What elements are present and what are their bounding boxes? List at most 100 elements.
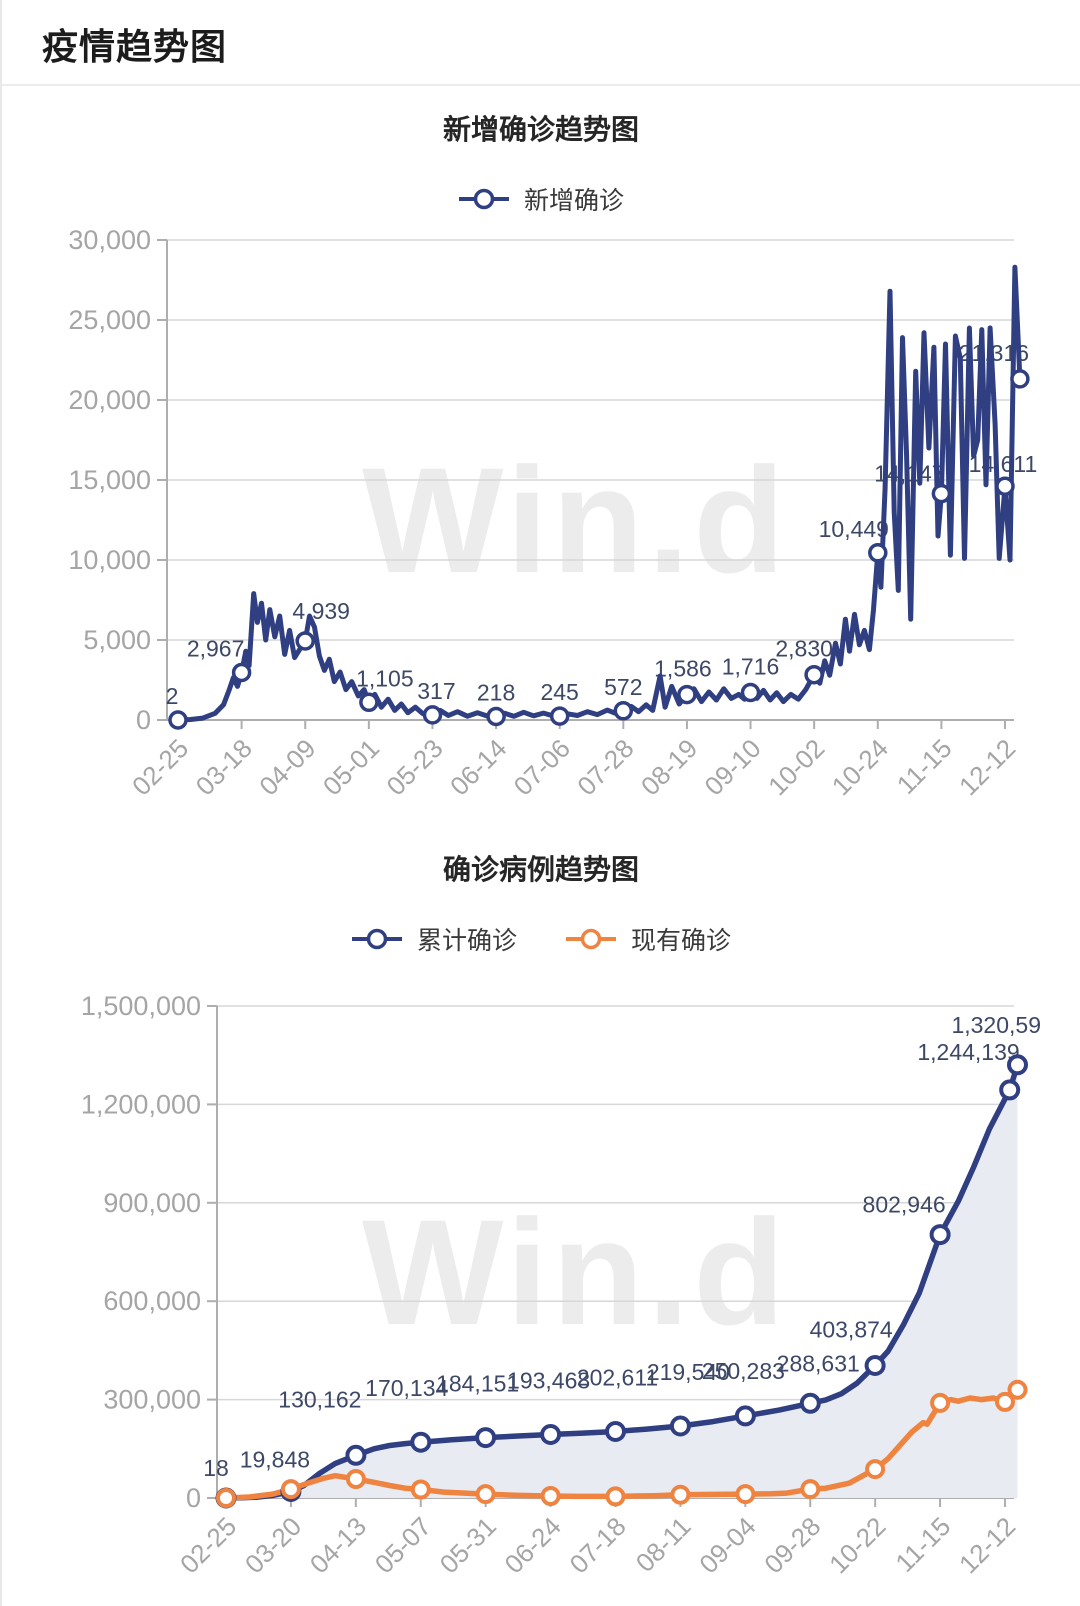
data-point-marker[interactable] bbox=[605, 1486, 626, 1507]
svg-text:10-22: 10-22 bbox=[823, 1511, 891, 1579]
data-point-marker[interactable] bbox=[931, 483, 952, 504]
svg-text:5,000: 5,000 bbox=[83, 625, 151, 655]
data-point-marker[interactable] bbox=[999, 1079, 1021, 1101]
svg-text:1,200,000: 1,200,000 bbox=[81, 1089, 201, 1119]
legend-item-new-confirmed[interactable]: 新增确诊 bbox=[458, 181, 624, 217]
data-point-marker[interactable] bbox=[1007, 1379, 1028, 1400]
svg-text:05-31: 05-31 bbox=[434, 1511, 502, 1579]
data-point-marker[interactable] bbox=[345, 1469, 366, 1489]
data-point-marker[interactable] bbox=[804, 664, 824, 685]
svg-text:08-11: 08-11 bbox=[630, 1511, 697, 1578]
chart-section-confirmed-cases: 确诊病例趋势图 累计确诊 现有确诊 bbox=[2, 826, 1080, 1592]
data-point-marker[interactable] bbox=[410, 1479, 431, 1500]
y-axis-tick-labels: 0 300,000 600,000 900,000 1,200,000 1,500,000 bbox=[81, 991, 201, 1513]
svg-text:600,000: 600,000 bbox=[103, 1286, 201, 1316]
data-point-marker[interactable] bbox=[799, 1392, 821, 1414]
svg-text:317: 317 bbox=[417, 678, 455, 704]
watermark: Win.d bbox=[362, 1188, 785, 1356]
svg-text:1,320,59: 1,320,59 bbox=[951, 1012, 1041, 1038]
data-point-marker[interactable] bbox=[486, 706, 506, 727]
data-point-marker[interactable] bbox=[930, 1392, 951, 1413]
svg-text:300,000: 300,000 bbox=[103, 1385, 201, 1415]
svg-text:2,830: 2,830 bbox=[775, 636, 833, 662]
data-point-marker[interactable] bbox=[735, 1484, 756, 1505]
data-point-marker[interactable] bbox=[475, 1427, 497, 1449]
data-point-marker[interactable] bbox=[740, 682, 761, 703]
data-point-marker[interactable] bbox=[1007, 1054, 1028, 1076]
svg-text:572: 572 bbox=[604, 674, 642, 700]
data-point-marker[interactable] bbox=[868, 543, 888, 563]
svg-text:403,874: 403,874 bbox=[810, 1317, 893, 1343]
svg-text:08-19: 08-19 bbox=[635, 733, 703, 801]
svg-text:1,500,000: 1,500,000 bbox=[81, 991, 201, 1021]
data-point-marker[interactable] bbox=[295, 631, 315, 651]
data-point-marker[interactable] bbox=[865, 1459, 886, 1480]
legend-item-current-confirmed[interactable]: 现有确诊 bbox=[565, 921, 731, 957]
svg-text:18: 18 bbox=[203, 1455, 229, 1481]
new-confirmed-trend-chart-canvas[interactable]: Win.d 0 5,000 10,000 15,000 20,000 25,000 30,00… bbox=[2, 216, 1080, 826]
data-point-marker[interactable] bbox=[995, 476, 1015, 496]
line-marker-icon bbox=[458, 186, 510, 212]
series-line-新增确诊 bbox=[175, 264, 1023, 723]
chart2-title: 确诊病例趋势图 bbox=[442, 854, 639, 885]
data-point-marker[interactable] bbox=[345, 1444, 367, 1466]
legend-item-cumulative-confirmed[interactable]: 累计确诊 bbox=[351, 921, 517, 957]
data-point-marker[interactable] bbox=[995, 1391, 1015, 1412]
svg-text:219,540: 219,540 bbox=[647, 1359, 730, 1385]
data-point-markers bbox=[215, 1054, 1028, 1509]
area-fill bbox=[226, 1064, 1018, 1498]
svg-text:170,134: 170,134 bbox=[365, 1375, 448, 1401]
svg-text:04-09: 04-09 bbox=[253, 733, 321, 801]
series-lines bbox=[175, 264, 1023, 723]
data-point-marker[interactable] bbox=[549, 706, 570, 726]
data-point-marker[interactable] bbox=[670, 1484, 691, 1505]
data-point-marker[interactable] bbox=[669, 1415, 691, 1437]
data-point-marker[interactable] bbox=[168, 710, 188, 730]
svg-text:09-04: 09-04 bbox=[693, 1511, 761, 1579]
svg-text:07-06: 07-06 bbox=[508, 733, 576, 801]
data-point-marker[interactable] bbox=[613, 701, 634, 721]
data-point-marker[interactable] bbox=[540, 1424, 562, 1445]
svg-text:05-23: 05-23 bbox=[380, 733, 448, 801]
svg-text:02-25: 02-25 bbox=[174, 1511, 242, 1579]
data-point-marker[interactable] bbox=[231, 662, 252, 683]
data-point-marker[interactable] bbox=[800, 1479, 821, 1500]
svg-text:184,151: 184,151 bbox=[436, 1371, 519, 1397]
data-point-marker[interactable] bbox=[540, 1486, 561, 1506]
data-point-marker[interactable] bbox=[929, 1224, 951, 1246]
svg-text:07-18: 07-18 bbox=[564, 1511, 632, 1579]
data-point-marker[interactable] bbox=[422, 705, 443, 725]
line-marker-icon bbox=[565, 926, 617, 952]
line-marker-icon bbox=[351, 926, 403, 952]
data-point-marker[interactable] bbox=[1010, 369, 1030, 389]
legend-label: 累计确诊 bbox=[416, 927, 517, 955]
data-point-marker[interactable] bbox=[475, 1484, 496, 1505]
data-point-marker[interactable] bbox=[280, 1479, 301, 1500]
svg-text:218: 218 bbox=[477, 680, 515, 706]
svg-text:1,244,139: 1,244,139 bbox=[917, 1039, 1019, 1065]
svg-text:802,946: 802,946 bbox=[863, 1192, 946, 1218]
data-point-marker[interactable] bbox=[410, 1431, 432, 1453]
data-labels: 2 2,967 4,939 1,105 317 218 245 572 1,586 1,7162,… bbox=[166, 340, 1038, 709]
legend-label: 新增确诊 bbox=[523, 187, 624, 215]
data-point-marker[interactable] bbox=[605, 1421, 626, 1442]
svg-text:202,611: 202,611 bbox=[577, 1365, 658, 1391]
data-point-marker[interactable] bbox=[359, 692, 379, 713]
confirmed-cases-trend-chart-canvas[interactable]: Win.d 0 300,000 600,000 900,000 1,200,000 1,50… bbox=[2, 956, 1080, 1592]
chart-section-new-confirmed: 新增确诊趋势图 新增确诊 Win.d 0 5,000 10,000 15,000 20,0… bbox=[2, 86, 1080, 826]
svg-text:05-01: 05-01 bbox=[317, 733, 385, 801]
svg-text:1,105: 1,105 bbox=[356, 665, 414, 691]
data-point-marker[interactable] bbox=[864, 1355, 886, 1376]
data-point-marker[interactable] bbox=[216, 1488, 236, 1508]
svg-text:900,000: 900,000 bbox=[103, 1188, 201, 1218]
x-axis-tick-labels: 02-2503-2004-1305-0705-3106-2407-1808-11… bbox=[174, 1511, 1021, 1579]
data-point-marker[interactable] bbox=[734, 1405, 756, 1427]
svg-text:130,162: 130,162 bbox=[278, 1386, 361, 1412]
svg-text:19,848: 19,848 bbox=[240, 1446, 310, 1472]
y-axis-tick-labels: 0 5,000 10,000 15,000 20,000 25,000 30,000 bbox=[68, 225, 151, 735]
svg-text:2,967: 2,967 bbox=[187, 636, 245, 662]
data-point-marker[interactable] bbox=[677, 684, 697, 705]
svg-text:1,716: 1,716 bbox=[722, 654, 780, 680]
svg-text:15,000: 15,000 bbox=[68, 465, 151, 495]
series-line-累计确诊 bbox=[223, 1062, 1021, 1501]
